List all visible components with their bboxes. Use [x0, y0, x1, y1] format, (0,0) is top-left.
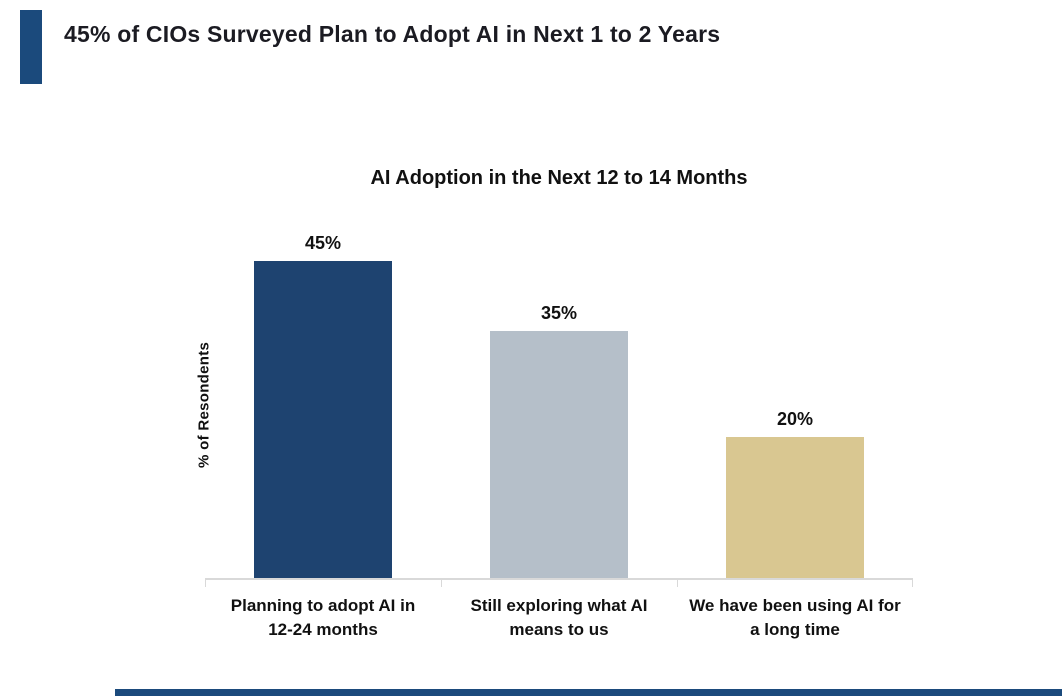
axis-tick — [441, 580, 442, 587]
bar — [490, 331, 628, 578]
bar-group: 35% — [441, 303, 677, 578]
category-label: We have been using AI for a long time — [689, 596, 901, 640]
bar-value-label: 45% — [304, 233, 342, 253]
bar — [254, 261, 392, 578]
bar-group: 45% — [205, 233, 441, 578]
axis-tick — [912, 580, 913, 587]
category-axis: Planning to adopt AI in 12-24 months Sti… — [205, 594, 913, 642]
bar-group: 20% — [677, 409, 913, 578]
bar — [726, 437, 864, 578]
plot-area: 45% 35% 20% — [205, 210, 913, 587]
page-title: 45% of CIOs Surveyed Plan to Adopt AI in… — [64, 21, 721, 47]
chart-title: AI Adoption in the Next 12 to 14 Months — [370, 167, 748, 189]
footer-accent-bar — [115, 689, 1062, 696]
header-accent-rect — [20, 10, 42, 84]
axis-tick — [205, 580, 206, 587]
axis-tick — [677, 580, 678, 587]
category-label: Planning to adopt AI in 12-24 months — [230, 596, 416, 640]
category-label: Still exploring what AI means to us — [470, 596, 648, 640]
bar-value-label: 35% — [540, 303, 578, 323]
bar-value-label: 20% — [776, 409, 814, 429]
